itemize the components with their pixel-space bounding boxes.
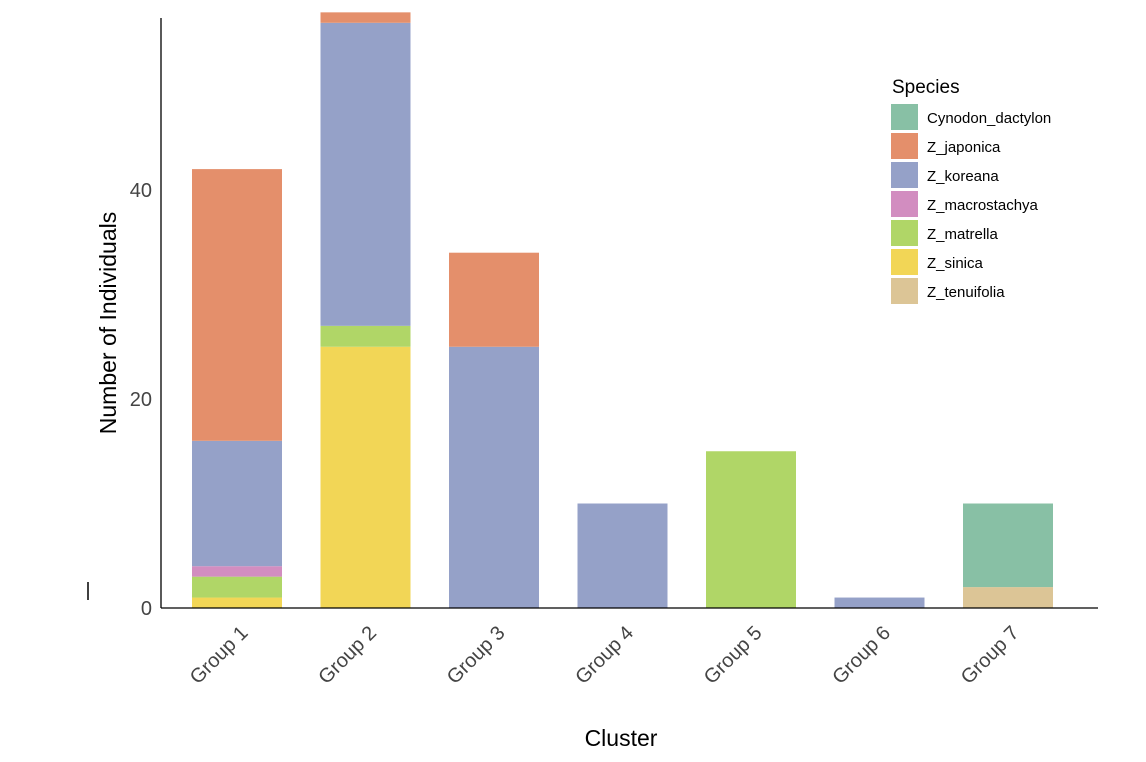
bar-1-z-macrostachya (192, 566, 282, 577)
x-tick-label: Group 6 (828, 622, 895, 689)
legend-label: Z_sinica (927, 255, 984, 272)
bar-7-z-tenuifolia (963, 587, 1053, 608)
legend-swatch (891, 249, 918, 275)
legend-swatch (891, 162, 918, 188)
legend-swatch (891, 278, 918, 304)
legend-swatch (891, 133, 918, 159)
legend-label: Z_matrella (927, 226, 999, 243)
y-tick-label: 0 (141, 598, 152, 620)
bar-5-z-matrella (706, 451, 796, 608)
bar-1-z-koreana (192, 440, 282, 567)
x-tick-label: Group 4 (571, 622, 638, 689)
bar-1-z-sinica (192, 597, 282, 608)
bar-2-z-matrella (320, 325, 411, 347)
bar-7-cynodon-dactylon (963, 503, 1053, 588)
legend-swatch (891, 191, 918, 217)
bar-3-z-koreana (449, 346, 539, 608)
legend-swatch (891, 104, 918, 130)
y-axis-title: Number of Individuals (95, 212, 121, 434)
legend-label: Z_japonica (927, 139, 1001, 156)
bar-1-z-matrella (192, 576, 282, 598)
legend-label: Z_koreana (927, 168, 999, 185)
bar-3-z-japonica (449, 252, 539, 347)
x-axis-title: Cluster (585, 725, 658, 751)
legend-swatch (891, 220, 918, 246)
legend-label: Cynodon_dactylon (927, 110, 1051, 127)
legend-items: Cynodon_dactylon Z_japonica Z_koreana Z_mac… (891, 104, 1051, 304)
legend-title: Species (892, 77, 960, 98)
x-tick-label: Group 7 (957, 622, 1024, 689)
bar-1-z-japonica (192, 169, 282, 441)
bar-6-z-koreana (834, 597, 925, 608)
legend-label: Z_macrostachya (927, 197, 1039, 214)
bars-layer (192, 12, 1053, 608)
bar-2-z-japonica (320, 12, 411, 23)
y-tick-label: 40 (130, 180, 152, 202)
x-tick-label: Group 1 (186, 622, 253, 689)
bar-2-z-sinica (320, 346, 411, 608)
x-tick-labels: Group 1 Group 2 Group 3 Group 4 Group 5 Group… (186, 622, 1024, 689)
x-tick-label: Group 5 (700, 622, 767, 689)
x-tick-label: Group 2 (314, 622, 381, 689)
y-tick-labels: 0 20 40 (130, 180, 152, 620)
legend-label: Z_tenuifolia (927, 284, 1005, 301)
y-tick-label: 20 (130, 389, 152, 411)
bar-2-z-koreana (320, 22, 411, 326)
legend: Species Cynodon_dactylon Z_japonica Z_kore… (891, 77, 1051, 304)
x-tick-label: Group 3 (443, 622, 510, 689)
bar-4-z-koreana (577, 503, 668, 608)
